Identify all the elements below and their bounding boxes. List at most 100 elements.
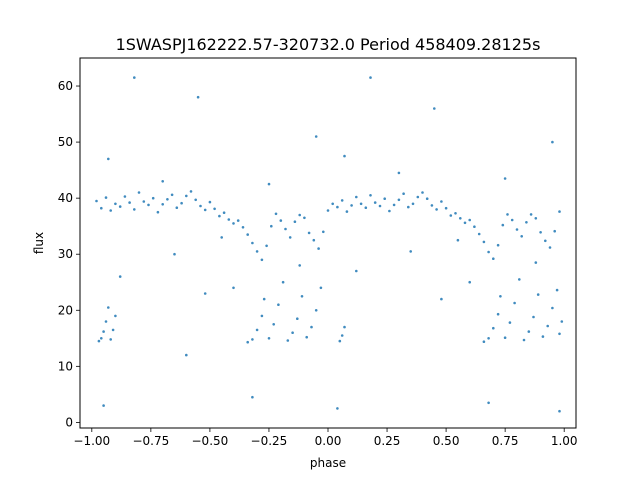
data-point [194,198,197,202]
data-point [529,213,533,216]
data-point [402,192,405,195]
data-point [487,250,490,254]
chart-title: 1SWASPJ162222.57-320732.0 Period 458409.… [116,35,541,54]
data-point [151,196,155,200]
data-point [270,224,273,228]
data-point [104,320,108,323]
data-point [369,194,372,197]
data-point [541,335,545,338]
data-point [175,206,179,209]
data-point [260,314,264,318]
points-layer [95,76,564,413]
data-point [251,395,254,399]
data-point [109,338,112,341]
data-point [425,197,429,200]
data-point [314,309,318,312]
data-point [307,231,311,235]
data-point [114,202,117,206]
data-point [260,258,264,262]
data-point [477,232,481,236]
data-point [355,195,358,199]
data-point [496,243,500,247]
data-point [350,204,353,207]
data-point [284,227,287,231]
data-point [166,198,169,201]
data-point [444,206,448,210]
data-point [369,76,372,79]
data-point [147,203,150,207]
data-point [102,404,105,407]
data-point [133,76,136,79]
data-point [513,301,516,305]
x-axis-label: phase [310,456,346,470]
data-point [454,212,457,215]
data-point [300,295,304,298]
data-point [534,217,538,220]
data-point [305,335,309,339]
data-point [314,135,318,138]
data-point [492,257,495,261]
data-point [551,140,554,144]
data-point [558,210,561,213]
data-point [558,409,561,413]
data-point [355,269,358,273]
x-axis: −1.00 −0.75 −0.50 −0.25 0.00 0.25 0.50 0.75 1.00 [73,428,578,448]
data-point [397,171,401,175]
x-tick-label: −1.00 [73,434,110,448]
data-point [433,107,436,110]
data-point [343,154,346,158]
data-point [435,208,438,211]
data-point [274,212,278,216]
data-point [536,293,540,296]
data-point [161,203,164,206]
data-point [312,238,316,242]
data-point [510,218,514,222]
data-point [279,219,283,222]
x-tick-label: −0.25 [251,434,288,448]
x-tick-label: 0.25 [374,434,401,448]
data-point [482,340,486,344]
data-point [345,210,349,213]
data-point [286,339,290,342]
data-point [104,196,108,199]
data-point [262,297,266,301]
data-point [409,250,413,253]
data-point [118,275,122,278]
data-point [303,216,306,220]
data-point [520,235,523,238]
x-tick-label: −0.50 [192,434,229,448]
x-tick-label: 0.00 [315,434,342,448]
data-point [338,339,342,343]
data-point [246,340,249,344]
data-point [296,317,299,321]
data-point [503,336,507,340]
data-point [255,328,259,332]
data-point [277,303,280,307]
data-point [156,210,160,214]
data-point [331,202,335,206]
x-tick-label: 0.50 [433,434,460,448]
data-point [449,214,453,217]
data-point [558,332,561,336]
data-point [534,261,538,264]
data-point [499,295,502,298]
data-point [487,337,490,340]
data-point [114,314,117,318]
data-point [310,325,313,329]
data-point [232,286,235,290]
x-tick-label: −0.75 [132,434,169,448]
data-point [109,209,112,212]
data-point [185,194,188,198]
y-tick-label: 30 [58,247,73,261]
data-point [525,221,528,224]
data-point [133,208,136,211]
data-point [527,330,531,333]
data-point [518,278,521,281]
data-point [411,202,415,206]
data-point [161,180,164,183]
data-point [293,220,297,223]
data-point [539,231,542,234]
data-point [196,95,200,99]
data-point [180,201,183,205]
